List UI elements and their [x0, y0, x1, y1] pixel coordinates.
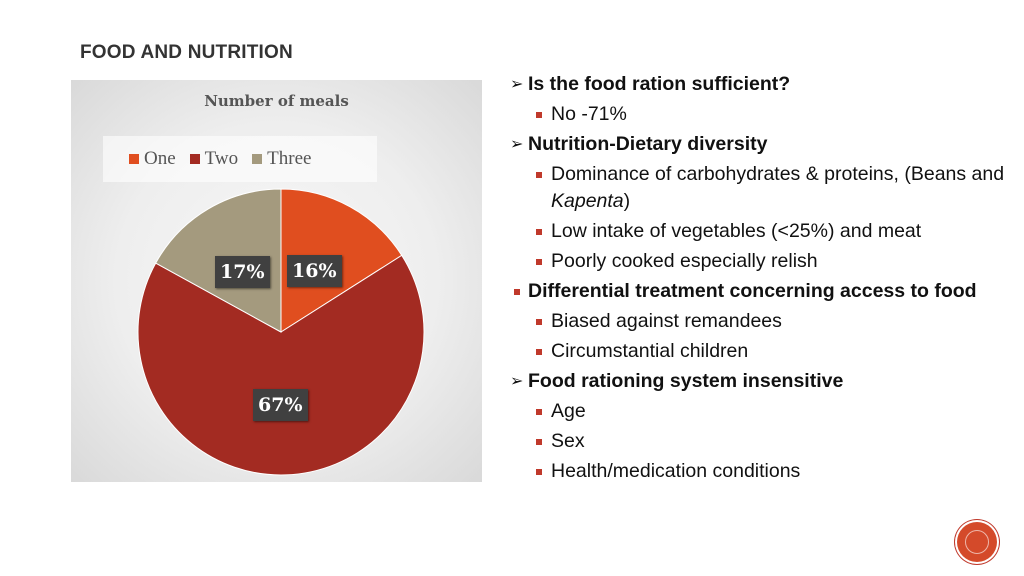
bullet-item: Health/medication conditions — [510, 458, 1010, 485]
bullet-item: Poorly cooked especially relish — [510, 248, 1010, 275]
legend-swatch-two — [189, 154, 200, 164]
bullet-text-italic: Kapenta — [551, 190, 624, 212]
bullet-item: Biased against remandees — [510, 308, 1010, 335]
legend-label-three: Three — [267, 148, 312, 169]
square-bullet-icon — [514, 289, 520, 295]
bullet-item: Differential treatment concerning access… — [510, 278, 1010, 305]
bullet-list: ➢ Is the food ration sufficient? No -71% ➢ N… — [510, 68, 1010, 485]
legend-label-two: Two — [204, 148, 239, 169]
arrow-bullet-icon: ➢ — [510, 76, 524, 93]
square-bullet-icon — [536, 469, 542, 475]
bullet-text: Differential treatment concerning access… — [528, 280, 977, 302]
square-bullet-icon — [536, 439, 542, 445]
bullet-text: No -71% — [551, 103, 627, 125]
square-bullet-icon — [536, 112, 542, 118]
square-bullet-icon — [536, 259, 542, 265]
bullet-text: Health/medication conditions — [551, 460, 801, 482]
square-bullet-icon — [536, 319, 542, 325]
legend-item-three: Three — [252, 148, 311, 170]
bullet-text: Poorly cooked especially relish — [551, 250, 818, 272]
bullet-item: Dominance of carbohydrates & proteins, (… — [510, 161, 1010, 215]
bullet-text: Sex — [551, 430, 585, 452]
bullet-item: ➢ Is the food ration sufficient? — [510, 71, 1010, 98]
bullet-item: Sex — [510, 428, 1010, 455]
bullet-text: Low intake of vegetables (<25%) and meat — [551, 220, 922, 242]
bullet-item: ➢ Nutrition-Dietary diversity — [510, 131, 1010, 158]
bullet-text: Is the food ration sufficient? — [528, 73, 791, 95]
bullet-text: Nutrition-Dietary diversity — [528, 133, 768, 155]
bullet-item: No -71% — [510, 101, 1010, 128]
pie-slice-two — [137, 254, 425, 476]
arrow-bullet-icon: ➢ — [510, 136, 524, 153]
bullet-text: Biased against remandees — [551, 310, 782, 332]
data-label-three: 17% — [215, 256, 270, 288]
arrow-bullet-icon: ➢ — [510, 373, 524, 390]
square-bullet-icon — [536, 349, 542, 355]
square-bullet-icon — [536, 172, 542, 178]
legend-label-one: One — [144, 148, 176, 169]
bullet-text: Food rationing system insensitive — [528, 370, 844, 392]
chart-legend: One Two Three — [103, 136, 377, 182]
logo-ring — [965, 530, 989, 554]
chart-title: Number of meals — [204, 92, 349, 110]
bullet-item: Age — [510, 398, 1010, 425]
square-bullet-icon — [536, 229, 542, 235]
bullet-item: ➢ Food rationing system insensitive — [510, 368, 1010, 395]
bullet-item: Circumstantial children — [510, 338, 1010, 365]
bullet-text-after: ) — [623, 190, 631, 212]
bullet-text: Circumstantial children — [551, 340, 749, 362]
square-bullet-icon — [536, 409, 542, 415]
data-label-two: 67% — [253, 389, 308, 421]
bullet-item: Low intake of vegetables (<25%) and meat — [510, 218, 1010, 245]
bullet-text: Dominance of carbohydrates & proteins, (… — [551, 163, 1005, 185]
data-label-one: 16% — [287, 255, 342, 287]
legend-item-one: One — [129, 148, 176, 170]
legend-swatch-one — [129, 154, 139, 164]
bullet-text: Age — [551, 400, 586, 422]
legend-item-two: Two — [189, 148, 239, 170]
legend-swatch-three — [252, 154, 263, 164]
pie-chart: Number of meals One Two Three 16% 67% 17… — [71, 80, 482, 482]
slide-title: FOOD AND NUTRITION — [80, 42, 293, 63]
logo-badge — [957, 522, 997, 562]
